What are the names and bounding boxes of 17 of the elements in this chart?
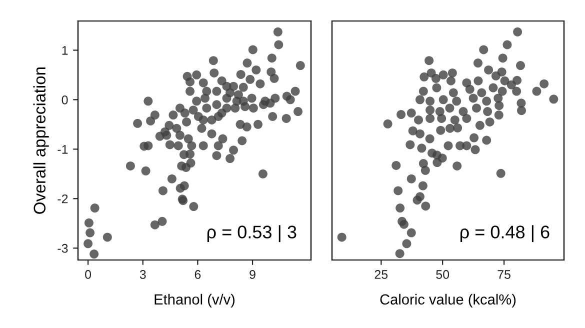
x-tick-label: 6 [194,270,201,279]
x-tick-label: 9 [250,270,256,279]
x-axis-title: Caloric value (kcal%) [380,294,516,308]
x-tick-label: 3 [140,270,146,279]
y-tick-label: -2 [58,194,68,204]
x-tick-label: 75 [498,270,510,279]
y-tick-label: 0 [62,95,68,104]
y-tick-label: -3 [58,244,68,253]
annotation: ρ = 0.48 | 6 [460,225,550,242]
x-tick-label: 0 [85,270,92,279]
y-axis-title: Overall appreciation [33,67,49,214]
y-tick-label: 1 [62,46,68,55]
x-axis-title: Ethanol (v/v) [154,294,235,308]
annotation: ρ = 0.53 | 3 [207,225,296,242]
y-tick-label: -1 [58,145,68,154]
x-tick-label: 25 [374,270,388,279]
x-tick-label: 50 [436,270,450,279]
